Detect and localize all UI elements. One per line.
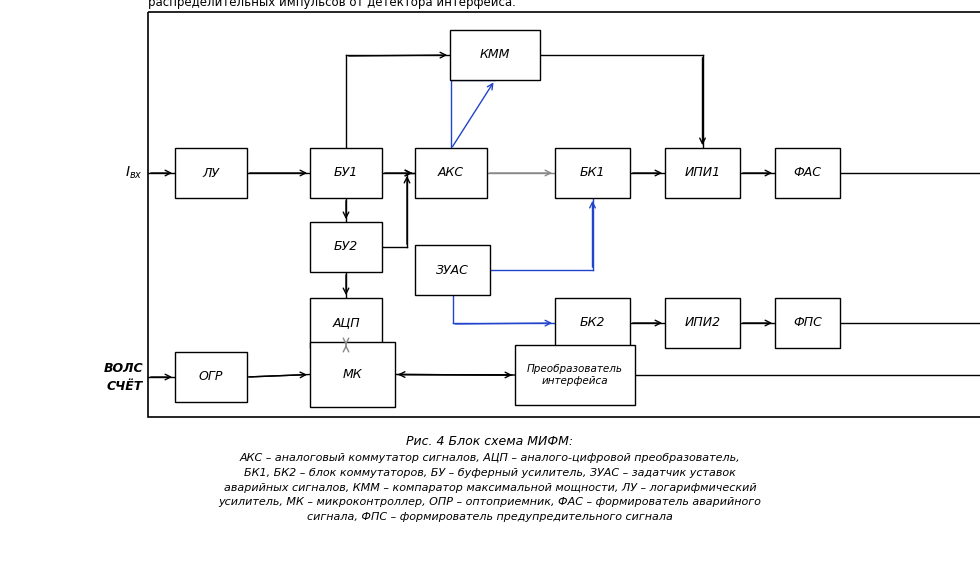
Bar xyxy=(310,148,382,198)
Bar xyxy=(175,352,247,402)
Bar xyxy=(175,148,247,198)
Bar xyxy=(415,148,487,198)
Text: АКС: АКС xyxy=(438,166,465,179)
Text: БК2: БК2 xyxy=(580,317,606,329)
Text: АКС – аналоговый коммутатор сигналов, АЦП – аналого-цифровой преобразователь,
БК: АКС – аналоговый коммутатор сигналов, АЦ… xyxy=(219,453,761,522)
Bar xyxy=(555,298,630,348)
Text: Преобразователь
интерфейса: Преобразователь интерфейса xyxy=(527,364,623,386)
Bar xyxy=(665,298,740,348)
Bar xyxy=(555,148,630,198)
Bar xyxy=(450,30,540,80)
Text: ИПИ1: ИПИ1 xyxy=(684,166,720,179)
Text: ЗУАС: ЗУАС xyxy=(436,263,469,277)
Bar xyxy=(665,148,740,198)
Text: БУ2: БУ2 xyxy=(334,241,358,253)
Bar xyxy=(310,222,382,272)
Text: БУ1: БУ1 xyxy=(334,166,358,179)
Text: Рис. 4 Блок схема МИФМ:: Рис. 4 Блок схема МИФМ: xyxy=(407,435,573,448)
Bar xyxy=(775,148,840,198)
Text: $I_{вх}$: $I_{вх}$ xyxy=(125,165,143,181)
Bar xyxy=(775,298,840,348)
Bar xyxy=(415,245,490,295)
Text: МК: МК xyxy=(343,368,363,381)
Text: ИПИ2: ИПИ2 xyxy=(684,317,720,329)
Text: ЛУ: ЛУ xyxy=(203,166,220,179)
Text: ОГР: ОГР xyxy=(199,371,223,383)
Text: ФПС: ФПС xyxy=(793,317,822,329)
Text: АЦП: АЦП xyxy=(332,317,360,329)
Text: БК1: БК1 xyxy=(580,166,606,179)
Text: ФАС: ФАС xyxy=(794,166,821,179)
Bar xyxy=(310,342,395,407)
Bar xyxy=(148,12,980,417)
Text: СЧЁТ: СЧЁТ xyxy=(107,379,143,393)
Text: распределительных импульсов от детектора интерфейса.: распределительных импульсов от детектора… xyxy=(148,0,515,9)
Text: КММ: КММ xyxy=(480,49,511,61)
Text: ВОЛС: ВОЛС xyxy=(103,361,143,375)
Bar xyxy=(515,345,635,405)
Bar xyxy=(310,298,382,348)
